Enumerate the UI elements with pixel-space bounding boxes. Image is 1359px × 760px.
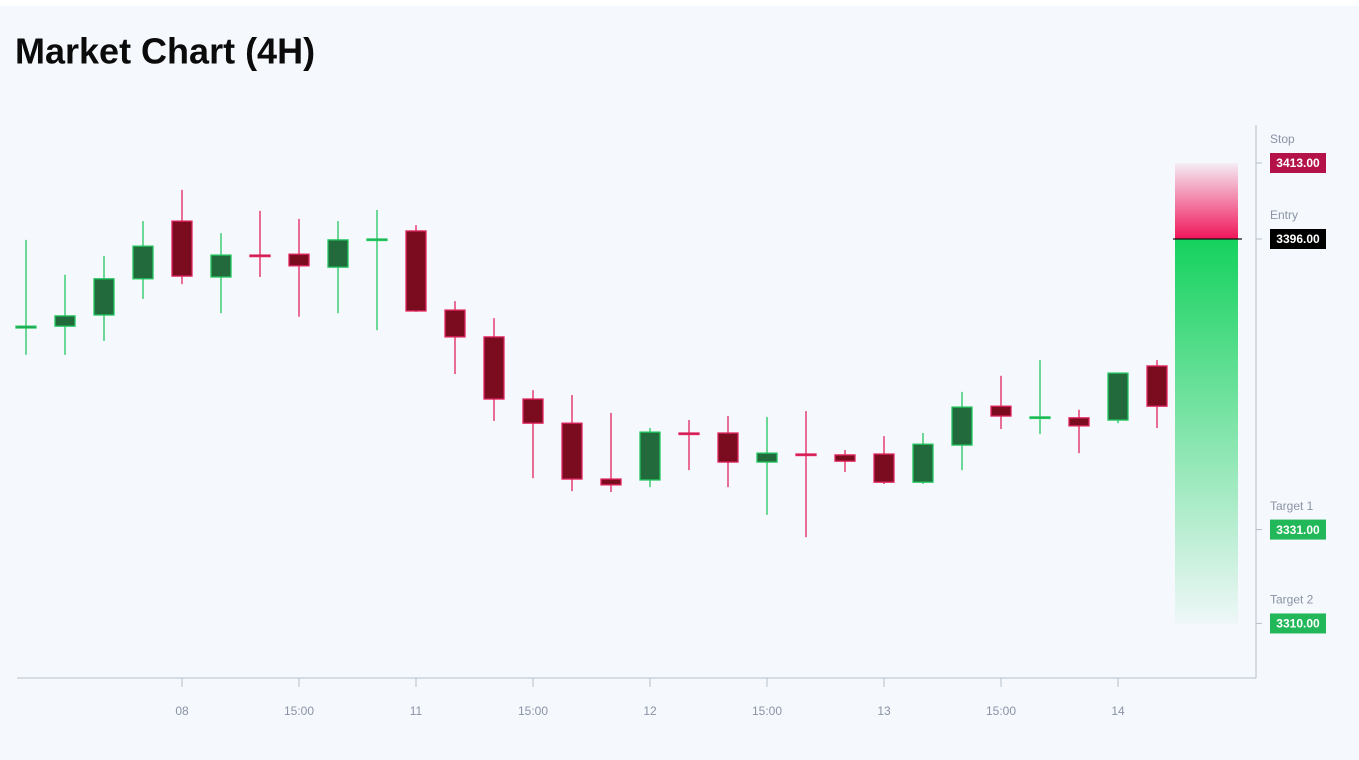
candle-body: [873, 453, 895, 483]
candle-body: [1146, 365, 1168, 407]
level-badge: [1270, 613, 1326, 634]
candle-body: [444, 309, 466, 338]
candle-body: [522, 398, 544, 424]
level-label: 3310.00: [1276, 617, 1320, 631]
candle-body: [483, 336, 505, 400]
candle-body: [990, 405, 1012, 417]
level-badge: [1270, 228, 1326, 249]
level-name: Entry: [1270, 208, 1298, 222]
x-tick-label: 15:00: [752, 704, 782, 718]
candle-body: [1068, 417, 1090, 427]
candle-body: [717, 432, 739, 463]
candle-body: [288, 253, 310, 267]
candle-body: [795, 453, 817, 457]
level-label: 3396.00: [1276, 232, 1320, 246]
candle-body: [561, 422, 583, 480]
candle-body: [1029, 416, 1051, 420]
level-name: Target 2: [1270, 593, 1314, 607]
candle-body: [15, 325, 37, 329]
x-tick-label: 15:00: [284, 704, 314, 718]
level-label: 3331.00: [1276, 523, 1320, 537]
candle-body: [678, 432, 700, 436]
level-badge: [1270, 519, 1326, 540]
candle-body: [366, 238, 388, 242]
level-name: Target 1: [1270, 499, 1314, 513]
candle-body: [756, 452, 778, 463]
candle-body: [54, 315, 76, 327]
level-badge: [1270, 152, 1326, 173]
candle-body: [171, 220, 193, 277]
x-tick-label: 11: [410, 704, 423, 718]
candle-body: [912, 443, 934, 483]
candle-body: [249, 254, 271, 258]
candle-body: [834, 454, 856, 462]
candle-body: [1107, 372, 1129, 421]
x-tick-label: 14: [1111, 704, 1125, 718]
x-tick-label: 13: [877, 704, 891, 718]
background: [0, 6, 1359, 760]
candle-body: [951, 406, 973, 446]
risk-zone: [1175, 162, 1238, 239]
candle-body: [132, 245, 154, 280]
candle-body: [405, 230, 427, 312]
x-tick-label: 12: [643, 704, 657, 718]
reward-zone: [1175, 238, 1238, 624]
x-tick-label: 15:00: [986, 704, 1016, 718]
x-tick-label: 08: [175, 704, 189, 718]
level-name: Stop: [1270, 132, 1295, 146]
candle-body: [327, 239, 349, 268]
candle-body: [210, 254, 232, 278]
x-tick-label: 15:00: [518, 704, 548, 718]
candle-body: [600, 478, 622, 486]
chart-title: Market Chart (4H): [15, 31, 315, 72]
candle-body: [639, 431, 661, 481]
candle-body: [93, 278, 115, 316]
level-label: 3413.00: [1276, 156, 1320, 170]
